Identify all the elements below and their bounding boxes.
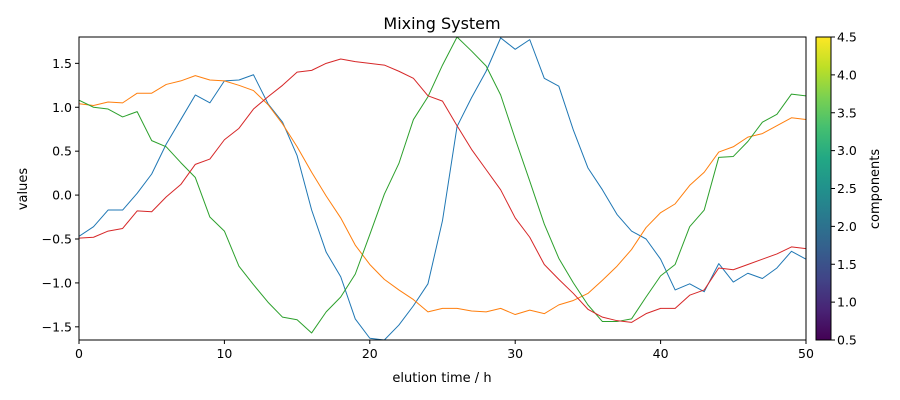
colorbar-tick-label: 2.0 bbox=[837, 219, 857, 234]
colorbar bbox=[815, 36, 832, 341]
y-tick-label: −0.5 bbox=[42, 232, 72, 247]
series-line-2 bbox=[79, 75, 806, 316]
x-tick-label: 50 bbox=[798, 346, 814, 361]
colorbar-tick-label: 4.0 bbox=[837, 67, 857, 82]
y-axis: −1.5 −1.0 −0.5 0.0 0.5 1.0 1.5 bbox=[42, 56, 79, 334]
x-axis: 0 10 20 30 40 50 bbox=[75, 340, 814, 361]
plot-frame bbox=[78, 36, 807, 341]
colorbar-tick-label: 3.0 bbox=[837, 143, 857, 158]
y-tick-label: −1.5 bbox=[42, 319, 72, 334]
y-axis-label: values bbox=[16, 168, 31, 211]
colorbar-tick-label: 2.5 bbox=[837, 181, 857, 196]
series-layer bbox=[79, 37, 806, 340]
colorbar-tick-label: 3.5 bbox=[837, 105, 857, 120]
colorbar-label: components bbox=[868, 149, 883, 230]
series-line-3 bbox=[79, 37, 806, 334]
y-tick-label: 0.0 bbox=[52, 188, 72, 203]
y-tick-label: 1.5 bbox=[52, 56, 72, 71]
colorbar-axis: 0.5 1.0 1.5 2.0 2.5 3.0 3.5 4.0 4.5 bbox=[831, 30, 857, 348]
colorbar-tick-label: 1.5 bbox=[837, 257, 857, 272]
colorbar-tick-label: 0.5 bbox=[837, 333, 857, 348]
colorbar-tick-label: 1.0 bbox=[837, 295, 857, 310]
x-axis-label: elution time / h bbox=[392, 371, 491, 386]
x-tick-label: 40 bbox=[653, 346, 669, 361]
y-tick-label: −1.0 bbox=[42, 275, 72, 290]
y-tick-label: 0.5 bbox=[52, 144, 72, 159]
chart-title: Mixing System bbox=[383, 14, 500, 33]
x-tick-label: 10 bbox=[216, 346, 232, 361]
x-tick-label: 0 bbox=[75, 346, 83, 361]
series-line-1 bbox=[79, 37, 806, 340]
y-tick-label: 1.0 bbox=[52, 100, 72, 115]
x-tick-label: 20 bbox=[362, 346, 378, 361]
series-line-4 bbox=[79, 58, 806, 323]
x-tick-label: 30 bbox=[507, 346, 523, 361]
colorbar-tick-label: 4.5 bbox=[837, 30, 857, 45]
